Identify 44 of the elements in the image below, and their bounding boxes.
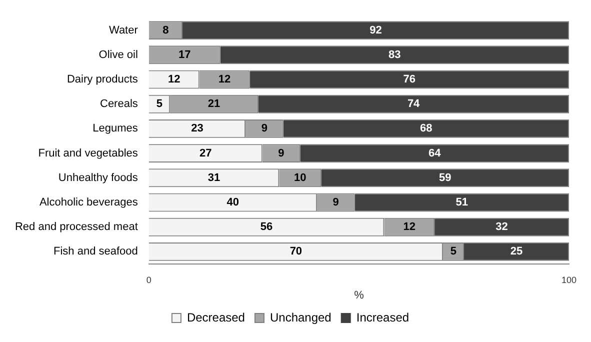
data-label: 10 (294, 172, 306, 184)
data-label: 9 (278, 147, 284, 160)
data-label: 74 (407, 98, 421, 110)
x-tick-label: 0 (146, 274, 152, 285)
data-label: 17 (178, 48, 191, 61)
y-tick-label: Red and processed meat (14, 221, 138, 234)
data-label: 31 (208, 172, 220, 184)
data-label: 83 (388, 48, 401, 61)
data-label: 59 (438, 172, 452, 184)
data-label: 27 (199, 147, 212, 160)
y-tick-label: Alcoholic beverages (39, 196, 138, 209)
y-tick-label: Dairy products (66, 74, 138, 86)
data-label: 9 (332, 196, 339, 209)
y-tick-label: Fruit and vegetables (38, 147, 138, 160)
data-label: 32 (496, 221, 508, 234)
y-tick-label: Cereals (100, 98, 138, 110)
y-tick-label: Legumes (92, 122, 138, 135)
y-tick-label: Olive oil (98, 48, 138, 61)
data-label: 8 (162, 24, 169, 36)
data-label: 56 (260, 221, 273, 234)
data-label: 92 (370, 24, 382, 36)
data-label: 12 (218, 74, 231, 86)
data-label: 5 (450, 246, 457, 258)
data-label: 40 (226, 196, 240, 209)
x-tick-label: 100 (561, 274, 577, 285)
y-tick-label: Unhealthy foods (58, 172, 138, 184)
data-label: 21 (208, 98, 220, 110)
y-tick-label: Fish and seafood (54, 246, 138, 258)
data-label: 76 (403, 74, 416, 86)
data-label: 12 (168, 74, 180, 86)
legend-label: Increased (356, 310, 410, 324)
x-axis-title: % (354, 289, 364, 302)
data-label: 70 (290, 246, 302, 258)
legend-label: Unchanged (270, 310, 332, 324)
data-label: 51 (456, 196, 468, 209)
y-tick-label: Water (108, 24, 138, 36)
data-label: 68 (420, 122, 432, 135)
data-label: 5 (156, 98, 162, 110)
legend-label: Decreased (186, 310, 245, 324)
data-label: 64 (428, 147, 442, 160)
data-label: 9 (261, 122, 268, 135)
data-label: 23 (191, 122, 204, 135)
data-label: 12 (403, 221, 416, 234)
data-label: 25 (510, 246, 523, 258)
